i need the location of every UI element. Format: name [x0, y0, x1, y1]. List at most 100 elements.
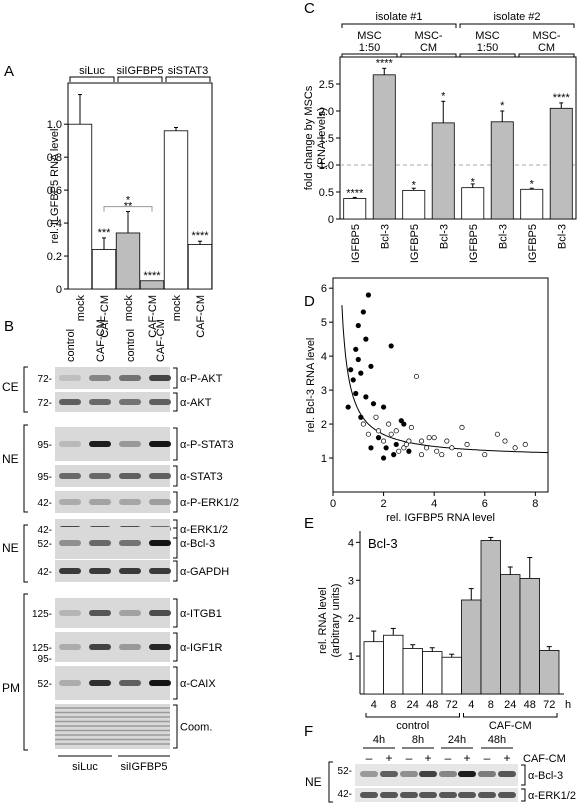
protein-band	[89, 441, 111, 447]
y-tick-label: 0.5	[319, 187, 334, 199]
fraction-label: PM	[2, 681, 20, 695]
significance-stars: ****	[143, 270, 161, 282]
protein-band	[149, 568, 171, 574]
row-bracket	[173, 427, 178, 461]
bar	[431, 122, 455, 220]
row-bracket	[521, 764, 526, 786]
x-tick-label: 0	[330, 498, 336, 510]
x-axis-label: rel. IGFBP5 RNA level	[386, 512, 495, 524]
bar	[402, 189, 426, 220]
comparison-bracket	[103, 206, 153, 212]
chart-title: Bcl-3	[368, 536, 398, 551]
protein-band	[478, 771, 496, 777]
protein-band	[89, 610, 111, 616]
protein-band	[89, 399, 111, 405]
open-point	[456, 452, 463, 458]
protein-band	[458, 771, 476, 777]
protein-band	[149, 499, 171, 505]
protein-band	[119, 441, 141, 447]
treatment-sign: –	[484, 751, 491, 765]
protein-band	[89, 499, 111, 505]
mw-marker: 72-	[38, 398, 52, 409]
treatment-sign: +	[424, 751, 431, 765]
x-tick-label: 2	[381, 498, 387, 510]
fraction-label: NE	[2, 452, 19, 466]
filled-point	[358, 370, 364, 376]
protein-band	[439, 771, 457, 777]
row-bracket	[173, 598, 178, 628]
open-point	[494, 431, 500, 437]
fraction-label: NE	[2, 541, 19, 555]
antibody-label: α-CAIX	[180, 678, 216, 690]
y-tick-label: 1	[348, 651, 354, 663]
protein-band	[89, 644, 111, 650]
protein-band	[119, 568, 141, 574]
bar	[372, 74, 396, 220]
open-point	[444, 438, 450, 444]
y-tick-label: 0.6	[47, 185, 62, 197]
protein-band	[149, 399, 171, 405]
blot-strip	[55, 367, 170, 389]
x-tick-label: IGFBP5	[468, 224, 480, 263]
y-tick-label: 3	[321, 385, 327, 397]
y-tick-label: 2.0	[319, 106, 334, 118]
protein-band	[59, 499, 81, 505]
y-tick-label: 0	[56, 284, 62, 296]
plot-frame	[332, 277, 549, 493]
bottom-group-label: siIGFBP5	[120, 761, 167, 773]
condition-bracket	[400, 53, 457, 57]
protein-band	[400, 792, 418, 798]
protein-band	[59, 473, 81, 479]
protein-band	[119, 540, 141, 546]
lane-label: control	[125, 329, 137, 362]
condition-label: MSC-	[414, 30, 442, 42]
open-point	[502, 438, 508, 444]
mw-marker: 95-	[38, 472, 52, 483]
y-tick-label: 1.0	[47, 119, 62, 131]
isolate-bracket	[341, 23, 457, 28]
condition-label: CM	[420, 42, 437, 54]
lane-label: CAF-CM	[95, 319, 107, 362]
mw-marker: 125-	[32, 643, 52, 654]
x-tick-label: 24	[407, 699, 419, 711]
y-tick-label: 2	[321, 419, 327, 431]
significance-stars: *	[412, 179, 417, 191]
protein-band	[59, 375, 81, 381]
fraction-bracket	[23, 593, 28, 751]
open-point	[426, 435, 432, 441]
blot-strip	[55, 465, 170, 487]
filled-point	[388, 343, 394, 349]
open-point	[386, 421, 392, 427]
open-point	[388, 431, 394, 437]
x-tick-label: 48	[426, 699, 438, 711]
bar	[187, 244, 213, 290]
filled-point	[355, 322, 361, 329]
condition-label: CM	[538, 42, 555, 54]
y-tick-label: 0	[328, 214, 334, 226]
row-bracket	[173, 491, 178, 513]
filled-point	[401, 421, 407, 427]
x-tick-label: IGFBP5	[409, 224, 421, 263]
panel-letter-f: F	[304, 723, 313, 740]
protein-band	[149, 375, 171, 381]
filled-point	[368, 363, 374, 369]
x-tick-label: CAF-CM	[99, 295, 111, 338]
y-tick-label: 0.2	[47, 251, 62, 263]
panel-letter-c: C	[304, 0, 315, 17]
open-point	[396, 448, 402, 454]
group-label: control	[396, 720, 429, 732]
filled-point	[353, 346, 359, 352]
treatment-sign: +	[463, 751, 470, 765]
open-point	[418, 452, 425, 458]
row-bracket	[173, 527, 178, 559]
antibody-label: α-ITGB1	[180, 608, 222, 620]
y-tick-label: 2	[348, 613, 354, 625]
antibody-label: α-P-ERK1/2	[180, 497, 239, 509]
x-tick-label: Bcl-3	[379, 224, 391, 249]
protein-band	[419, 771, 437, 777]
protein-band	[458, 792, 476, 798]
antibody-label: α-IGF1R	[180, 642, 222, 654]
bar	[139, 280, 165, 290]
fraction-bracket	[328, 761, 333, 803]
